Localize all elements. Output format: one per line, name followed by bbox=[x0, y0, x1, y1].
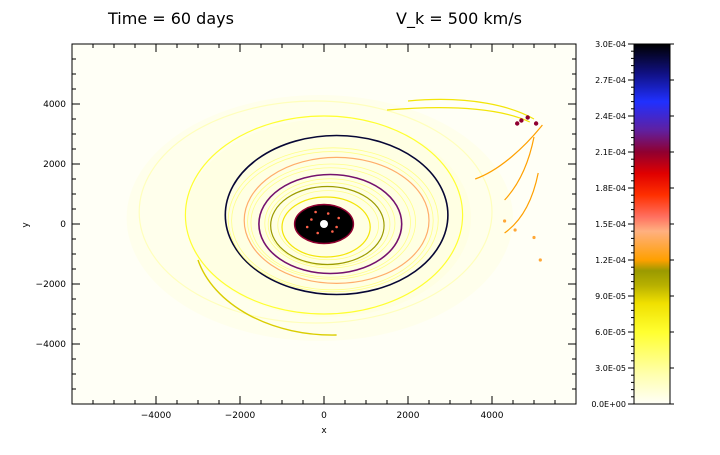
density-ring bbox=[184, 115, 464, 315]
faint-ring bbox=[247, 163, 416, 280]
faint-ring bbox=[250, 167, 411, 278]
core-speckle bbox=[305, 225, 309, 229]
colorbar-tick-label: 2.1E-04 bbox=[595, 148, 626, 157]
faint-ring bbox=[227, 147, 439, 293]
x-tick-label: −2000 bbox=[225, 411, 256, 421]
y-axis-label: y bbox=[21, 222, 31, 228]
density-ring bbox=[258, 173, 403, 275]
colorbar-tick-label: 1.5E-04 bbox=[595, 220, 626, 229]
x-tick-label: 0 bbox=[321, 411, 327, 421]
core-speckle bbox=[316, 231, 320, 235]
x-axis: −4000 −2000 0 2000 4000 bbox=[92, 44, 556, 421]
faint-ring bbox=[267, 182, 391, 267]
x-tick-label: −4000 bbox=[141, 411, 172, 421]
colorbar-tick-label: 0.0E+00 bbox=[591, 400, 626, 409]
colorbar-tick-label: 9.0E-05 bbox=[595, 292, 626, 301]
fragment-clump bbox=[538, 258, 542, 262]
density-ring bbox=[138, 100, 493, 324]
tail-stream bbox=[504, 172, 539, 234]
tail-clump bbox=[525, 115, 530, 120]
y-tick-label: 4000 bbox=[43, 100, 66, 110]
tail-stream bbox=[407, 98, 535, 120]
y-tick-label: −4000 bbox=[36, 340, 67, 350]
tail-stream bbox=[386, 107, 531, 123]
colorbar-tick-label: 3.0E-05 bbox=[595, 364, 626, 373]
fragment-clump bbox=[503, 219, 507, 223]
density-ring bbox=[281, 196, 371, 258]
tail-stream bbox=[474, 124, 543, 180]
colorbar-tick-label: 3.0E-04 bbox=[595, 40, 626, 49]
chart-title-left: Time = 60 days bbox=[107, 9, 234, 28]
tail-clump bbox=[533, 121, 539, 126]
colorbar-tick-label: 2.4E-04 bbox=[595, 112, 626, 121]
x-tick-label: 4000 bbox=[481, 411, 504, 421]
x-axis-label: x bbox=[321, 426, 327, 436]
density-ring bbox=[243, 156, 430, 284]
y-tick-label: −2000 bbox=[36, 280, 67, 290]
outer-arc bbox=[197, 259, 337, 336]
fragment-clump bbox=[513, 228, 517, 232]
y-tick-label: 2000 bbox=[43, 160, 66, 170]
plot-area bbox=[126, 95, 543, 341]
y-tick-label: 0 bbox=[60, 220, 66, 230]
tail-clump bbox=[519, 118, 524, 123]
faint-ring bbox=[264, 178, 396, 269]
fragment-clump bbox=[532, 235, 536, 240]
core-speckle bbox=[337, 216, 341, 220]
faint-ring bbox=[231, 151, 434, 291]
colorbar-tick-label: 6.0E-05 bbox=[595, 328, 626, 337]
core-speckle bbox=[335, 225, 338, 229]
tail-clump bbox=[515, 121, 520, 126]
core-speckle bbox=[314, 210, 317, 214]
y-axis: −4000 −2000 0 2000 4000 bbox=[36, 58, 576, 390]
core-speckle bbox=[326, 212, 330, 215]
colorbar-tick-label: 1.2E-04 bbox=[595, 256, 626, 265]
core-speckle bbox=[310, 218, 313, 221]
density-ring bbox=[270, 185, 385, 266]
colorbar-axis: 0.0E+00 3.0E-05 6.0E-05 9.0E-05 1.2E-04 1.5E-… bbox=[591, 40, 674, 409]
colorbar bbox=[634, 44, 670, 404]
tail-stream bbox=[504, 136, 535, 201]
x-tick-label: 2000 bbox=[397, 411, 420, 421]
colorbar-tick-label: 1.8E-04 bbox=[595, 184, 626, 193]
density-ring bbox=[224, 134, 449, 296]
colorbar-tick-label: 2.7E-04 bbox=[595, 76, 626, 85]
core-speckle bbox=[331, 230, 334, 233]
chart-title-right: V_k = 500 km/s bbox=[396, 9, 522, 29]
faint-ring bbox=[277, 190, 380, 261]
central-hole bbox=[320, 220, 328, 228]
